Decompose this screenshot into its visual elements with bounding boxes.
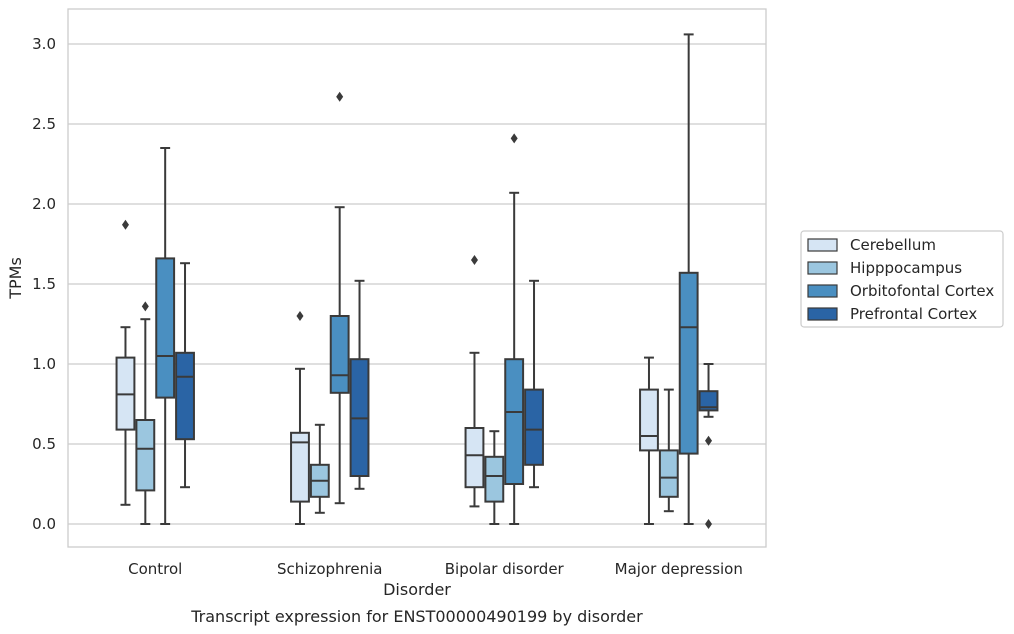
y-axis-ticks: 0.0 0.5 1.0 1.5 2.0 2.5 3.0 bbox=[32, 35, 56, 533]
iqr-box bbox=[639, 388, 659, 452]
legend-swatch bbox=[807, 238, 838, 252]
box-orbitofontal-cortex bbox=[155, 147, 176, 525]
iqr-box bbox=[524, 388, 544, 466]
y-tick-label: 1.5 bbox=[32, 275, 56, 293]
box-hipppocampus bbox=[309, 423, 330, 514]
legend-swatch bbox=[807, 261, 838, 275]
iqr-box bbox=[484, 455, 505, 503]
box-cerebellum bbox=[464, 255, 485, 508]
x-axis-ticks: Control Schizophrenia Bipolar disorder Majo… bbox=[128, 560, 743, 578]
x-tick-label: Bipolar disorder bbox=[445, 560, 565, 578]
iqr-box bbox=[155, 257, 176, 399]
iqr-box bbox=[290, 431, 310, 503]
legend-label: Prefrontal Cortex bbox=[850, 305, 977, 323]
legend-label: Hipppocampus bbox=[850, 259, 962, 277]
legend-label: Cerebellum bbox=[850, 236, 936, 254]
box-hipppocampus bbox=[484, 430, 505, 525]
y-axis-label: TPMs bbox=[6, 257, 25, 300]
outlier-point bbox=[705, 519, 713, 529]
x-tick-label: Control bbox=[128, 560, 182, 578]
legend-label: Orbitofontal Cortex bbox=[850, 282, 994, 300]
box-plots bbox=[115, 33, 719, 529]
iqr-box bbox=[504, 358, 525, 486]
x-axis-label: Disorder bbox=[383, 580, 451, 599]
outlier-point bbox=[121, 219, 129, 230]
iqr-box bbox=[658, 449, 679, 498]
iqr-box bbox=[678, 271, 699, 455]
outlier-point bbox=[336, 91, 344, 102]
outlier-point bbox=[470, 255, 478, 265]
box-hipppocampus bbox=[135, 301, 156, 525]
plot-frame bbox=[67, 8, 767, 548]
outlier-point bbox=[510, 133, 518, 144]
box-orbitofontal-cortex bbox=[504, 133, 525, 525]
box-orbitofontal-cortex bbox=[329, 91, 350, 505]
chart-caption: Transcript expression for ENST0000049019… bbox=[190, 607, 643, 626]
x-tick-label: Schizophrenia bbox=[277, 560, 382, 578]
box-prefrontal-cortex bbox=[175, 262, 195, 489]
y-tick-label: 2.5 bbox=[32, 115, 56, 133]
box-cerebellum bbox=[290, 311, 310, 525]
iqr-box bbox=[464, 427, 485, 489]
y-tick-label: 3.0 bbox=[32, 35, 56, 53]
box-orbitofontal-cortex bbox=[678, 33, 699, 525]
legend-frame bbox=[800, 230, 1004, 328]
legend: Cerebellum Hipppocampus Orbitofontal Corte… bbox=[800, 230, 1004, 328]
box-prefrontal-cortex bbox=[698, 363, 719, 529]
iqr-box bbox=[135, 419, 156, 492]
box-prefrontal-cortex bbox=[349, 279, 370, 490]
y-tick-label: 0.5 bbox=[32, 435, 56, 453]
legend-swatch bbox=[807, 307, 838, 321]
outlier-point bbox=[141, 301, 149, 312]
outlier-point bbox=[705, 435, 713, 446]
box-cerebellum bbox=[639, 356, 659, 525]
outlier-point bbox=[296, 311, 304, 321]
x-tick-label: Major depression bbox=[615, 560, 743, 578]
legend-swatch bbox=[807, 284, 838, 298]
y-tick-label: 0.0 bbox=[32, 515, 56, 533]
iqr-box bbox=[175, 351, 195, 441]
box-cerebellum bbox=[115, 219, 136, 506]
box-hipppocampus bbox=[658, 388, 679, 513]
box-prefrontal-cortex bbox=[524, 279, 544, 489]
y-tick-label: 1.0 bbox=[32, 355, 56, 373]
y-tick-label: 2.0 bbox=[32, 195, 56, 213]
iqr-box bbox=[329, 315, 350, 394]
iqr-box bbox=[698, 390, 719, 412]
